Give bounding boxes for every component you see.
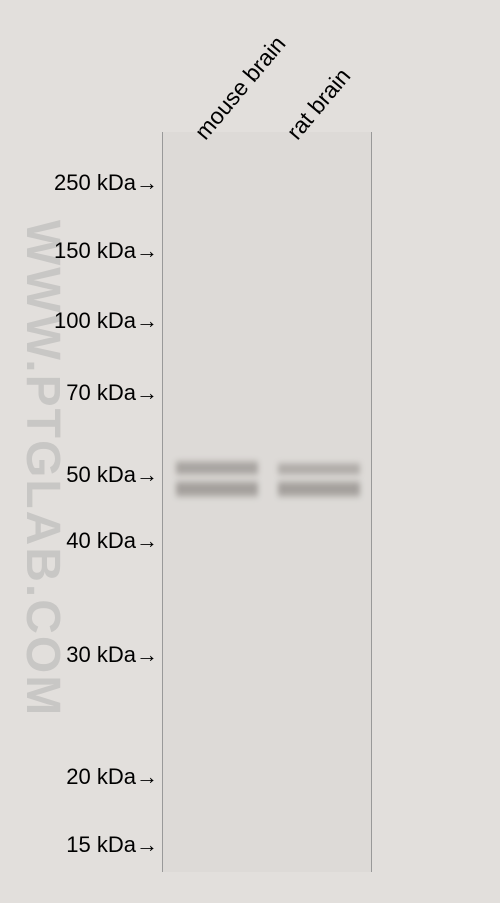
marker-150: 150 kDa→: [54, 238, 158, 264]
marker-20: 20 kDa→: [66, 764, 158, 790]
blot-container: WWW.PTGLAB.COM mouse brain rat brain 250…: [0, 0, 500, 903]
marker-50: 50 kDa→: [66, 462, 158, 488]
marker-30: 30 kDa→: [66, 642, 158, 668]
lane-label-1: mouse brain: [189, 31, 291, 145]
marker-15: 15 kDa→: [66, 832, 158, 858]
marker-250: 250 kDa→: [54, 170, 158, 196]
watermark-text: WWW.PTGLAB.COM: [15, 220, 70, 717]
blot-membrane: [162, 132, 372, 872]
band-lane2-lower: [278, 480, 360, 498]
marker-100: 100 kDa→: [54, 308, 158, 334]
band-lane2-upper: [278, 462, 360, 476]
band-lane1-lower: [176, 480, 258, 498]
marker-70: 70 kDa→: [66, 380, 158, 406]
marker-40: 40 kDa→: [66, 528, 158, 554]
band-lane1-upper: [176, 460, 258, 476]
